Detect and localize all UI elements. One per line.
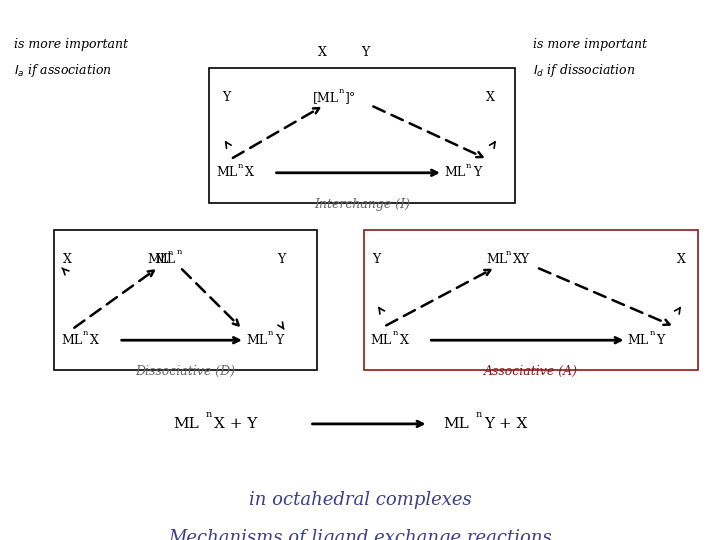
Text: n: n	[176, 248, 181, 256]
Text: ML: ML	[61, 334, 82, 347]
Text: ML: ML	[148, 253, 168, 266]
Text: Y: Y	[657, 334, 665, 347]
Text: Associative (A): Associative (A)	[484, 365, 578, 378]
Text: X: X	[245, 166, 253, 179]
Bar	[364, 230, 698, 370]
Text: Y: Y	[277, 253, 285, 266]
Text: ML: ML	[173, 417, 199, 431]
Text: $\mathit{I_d}$ if dissociation: $\mathit{I_d}$ if dissociation	[533, 62, 636, 79]
Text: n: n	[466, 162, 471, 170]
Text: Y: Y	[473, 166, 481, 179]
Text: n: n	[475, 410, 482, 418]
Text: ML: ML	[155, 253, 176, 266]
Text: X: X	[400, 334, 408, 347]
Text: ML: ML	[444, 166, 465, 179]
Text: Y: Y	[222, 91, 230, 104]
Text: is more important: is more important	[533, 38, 647, 51]
Text: $\mathit{I_a}$ if association: $\mathit{I_a}$ if association	[14, 62, 112, 79]
Text: X: X	[318, 46, 327, 59]
Text: n: n	[168, 249, 173, 256]
Bar	[54, 230, 317, 370]
Text: ML: ML	[628, 334, 649, 347]
Text: Y: Y	[361, 46, 369, 59]
Text: Mechanisms of ligand exchange reactions: Mechanisms of ligand exchange reactions	[168, 529, 552, 540]
Text: XY: XY	[513, 253, 530, 266]
Text: n: n	[392, 329, 397, 337]
Text: X: X	[90, 334, 99, 347]
Text: X: X	[486, 91, 495, 104]
Text: ML: ML	[246, 334, 267, 347]
Text: n: n	[506, 249, 511, 256]
Text: ]°: ]°	[344, 91, 356, 104]
Text: n: n	[649, 329, 654, 337]
Text: [ML: [ML	[313, 91, 339, 104]
Bar	[209, 68, 515, 202]
Text: in octahedral complexes: in octahedral complexes	[248, 491, 472, 509]
Text: Interchange (I): Interchange (I)	[314, 198, 410, 211]
Text: X: X	[63, 253, 71, 266]
Text: n: n	[205, 410, 212, 418]
Text: n: n	[83, 329, 88, 337]
Text: n: n	[268, 329, 273, 337]
Text: X: X	[677, 253, 685, 266]
Text: Dissociative (D): Dissociative (D)	[135, 365, 235, 378]
Text: ML: ML	[486, 253, 507, 266]
Text: Y: Y	[275, 334, 283, 347]
Text: n: n	[238, 162, 243, 170]
Text: ML: ML	[443, 417, 469, 431]
Text: Y + X: Y + X	[484, 417, 527, 431]
Text: X + Y: X + Y	[214, 417, 257, 431]
Text: Y: Y	[372, 253, 380, 266]
Text: is more important: is more important	[14, 38, 128, 51]
Text: ML: ML	[216, 166, 237, 179]
Text: n: n	[338, 87, 343, 94]
Text: ML: ML	[371, 334, 392, 347]
